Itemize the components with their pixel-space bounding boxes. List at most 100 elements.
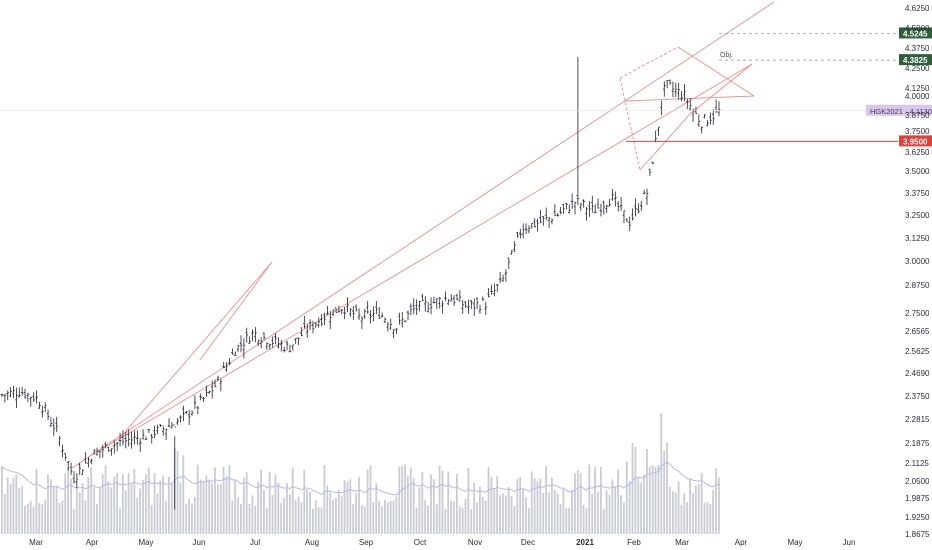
ohlc-bar	[493, 283, 496, 297]
volume-bar	[631, 442, 634, 534]
volume-bar	[519, 476, 522, 534]
volume-bar	[55, 485, 58, 534]
ohlc-bar	[576, 56, 580, 206]
volume-bar	[366, 469, 369, 534]
volume-bar	[363, 506, 366, 534]
volume-bar	[24, 505, 26, 534]
volume-bar	[251, 495, 254, 534]
volume-bar	[651, 464, 654, 534]
ohlc-bar	[567, 204, 571, 214]
marker-target-high[interactable]: 4.5245	[719, 27, 932, 39]
volume-bar	[9, 483, 12, 534]
volume-bar	[542, 492, 545, 534]
marker-symbol-price[interactable]: HGK2021 · 4.1130	[0, 104, 932, 116]
volume-bar	[648, 466, 651, 534]
price-tick-label: 2.0500	[905, 477, 930, 486]
volume-bar	[663, 450, 666, 534]
volume-bar	[317, 507, 320, 534]
ohlc-bar	[64, 452, 67, 461]
time-axis[interactable]: Mar Apr May Jun Jul Aug Sep Oct Nov Dec 2021 Feb Mar…	[29, 538, 855, 547]
ohlc-bar	[349, 308, 352, 317]
volume-bar	[280, 502, 283, 534]
ohlc-bar	[340, 309, 344, 315]
volume-bar	[84, 500, 87, 534]
volume-bar	[369, 465, 372, 534]
volume-bar	[199, 479, 202, 534]
ohlc-bar	[694, 106, 698, 115]
ohlc-bar	[297, 337, 300, 346]
ohlc-bar	[383, 317, 387, 324]
time-tick-label: Feb	[627, 538, 641, 547]
ohlc-bar	[487, 288, 490, 298]
time-tick-label: Nov	[468, 538, 482, 547]
volume-bar	[602, 508, 605, 534]
marker-objective[interactable]: Obj. 4.3825	[719, 52, 932, 66]
price-tick-label: 2.2815	[905, 415, 930, 424]
ohlc-bar	[323, 312, 326, 326]
volume-bar	[571, 489, 573, 534]
volume-bar	[513, 506, 516, 534]
volume-bar	[383, 499, 386, 534]
volume-bar	[455, 473, 458, 534]
volume-bar	[237, 497, 239, 534]
ohlc-bar	[104, 441, 107, 449]
ohlc-bar	[657, 126, 660, 136]
volume-bar	[473, 482, 476, 534]
symbol-label: HGK2021 · 4.1130	[870, 107, 932, 116]
ohlc-bar	[208, 390, 211, 394]
volume-bar	[58, 503, 61, 534]
ohlc-bar	[72, 471, 76, 484]
price-tick-label: 3.6250	[905, 148, 930, 157]
price-tick-label: 3.3750	[905, 189, 930, 198]
marker-label: 4.5245	[903, 29, 928, 38]
ohlc-bar	[671, 81, 675, 98]
ohlc-bar	[210, 380, 214, 399]
ohlc-bar	[472, 298, 476, 317]
volume-bar	[176, 450, 179, 534]
ohlc-bar	[363, 308, 367, 319]
volume-bar	[594, 467, 596, 534]
volume-bar	[121, 474, 124, 534]
volume-bar	[490, 477, 493, 534]
ohlc-bar	[513, 241, 516, 253]
volume-bar	[291, 467, 294, 534]
volume-bar	[288, 494, 291, 534]
price-tick-label: 4.6250	[905, 4, 930, 13]
ohlc-bar	[711, 109, 715, 125]
volume-bar	[47, 474, 49, 534]
time-tick-label: Apr	[86, 538, 99, 547]
volume-bar	[70, 479, 72, 534]
volume-bar	[381, 506, 383, 534]
volume-bar	[588, 464, 591, 534]
ohlc-bar	[642, 189, 646, 195]
trendline	[89, 63, 753, 457]
volume-bar	[130, 484, 133, 534]
ohlc-bar	[127, 429, 130, 447]
ohlc-bar	[366, 301, 369, 314]
volume-bar	[337, 490, 340, 534]
ohlc-bar	[196, 406, 200, 415]
volume-bar	[386, 502, 389, 534]
volume-bar	[303, 470, 306, 534]
volume-bar	[401, 465, 404, 534]
ohlc-bar	[124, 432, 128, 449]
ohlc-bar	[614, 191, 617, 207]
time-tick-label: Mar	[675, 538, 689, 547]
ohlc-bar	[631, 208, 634, 221]
volume-bar	[346, 481, 349, 534]
volume-bar	[392, 500, 395, 534]
ohlc-bar	[668, 79, 672, 85]
ohlc-bar	[360, 316, 364, 329]
ohlc-bar	[651, 161, 655, 164]
ohlc-bar	[311, 320, 315, 334]
time-tick-label: Jun	[193, 538, 206, 547]
ohlc-bar	[193, 395, 197, 410]
volume-bar	[165, 501, 167, 534]
ohlc-bar	[23, 388, 27, 400]
marker-stop[interactable]: 3.9500	[626, 135, 932, 147]
ohlc-bar	[75, 473, 79, 489]
volume-bar	[67, 467, 70, 534]
ohlc-bar	[562, 203, 565, 215]
